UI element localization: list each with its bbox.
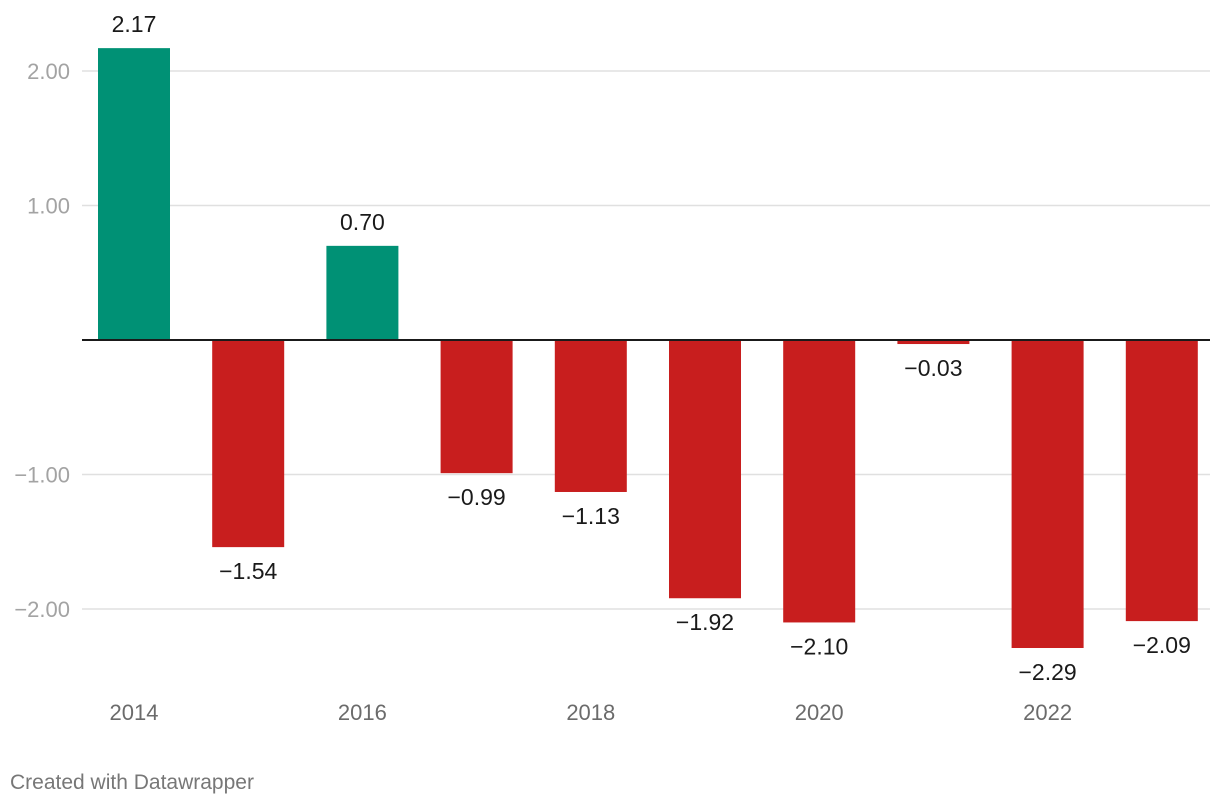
data-label-2021: −0.03 [904,355,962,381]
x-tick-label: 2020 [795,700,844,725]
data-labels: 2.17 −1.54 0.70 −0.99 −1.13 −1.92 −2.10 −0.03 −2… [112,11,1191,685]
bar-2021[interactable] [897,340,970,345]
data-label-2020: −2.10 [790,633,848,659]
y-tick-label: 1.00 [27,194,70,219]
y-tick-label: −1.00 [14,463,70,488]
credit-text[interactable]: Created with Datawrapper [10,771,254,794]
bar-2019[interactable] [669,340,741,599]
data-label-2019: −1.92 [676,609,734,635]
data-label-2017: −0.99 [447,484,505,510]
y-axis-ticks: 2.00 1.00 −1.00 −2.00 [14,59,70,622]
bar-2014[interactable] [98,48,170,340]
data-label-2015: −1.54 [219,558,277,584]
data-label-2018: −1.13 [562,503,620,529]
x-tick-label: 2016 [338,700,387,725]
bar-2016[interactable] [326,245,399,340]
bar-2015[interactable] [212,340,285,548]
bar-chart: 2.00 1.00 −1.00 −2.00 2.17 −1.54 0.70 −0.99 −1.… [14,11,1210,725]
bar-2023[interactable] [1125,340,1198,622]
x-tick-label: 2014 [110,700,159,725]
bar-2018[interactable] [554,340,627,492]
data-label-2022: −2.29 [1018,659,1076,685]
bar-2017[interactable] [440,340,513,474]
x-tick-label: 2022 [1023,700,1072,725]
bars [98,48,1198,649]
y-tick-label: 2.00 [27,59,70,84]
y-tick-label: −2.00 [14,597,70,622]
data-label-2014: 2.17 [112,11,157,37]
data-label-2023: −2.09 [1133,632,1191,658]
x-axis-ticks: 2014 2016 2018 2020 2022 [110,700,1073,725]
data-label-2016: 0.70 [340,209,385,235]
x-tick-label: 2018 [566,700,615,725]
bar-2020[interactable] [783,340,856,623]
bar-2022[interactable] [1011,340,1084,649]
